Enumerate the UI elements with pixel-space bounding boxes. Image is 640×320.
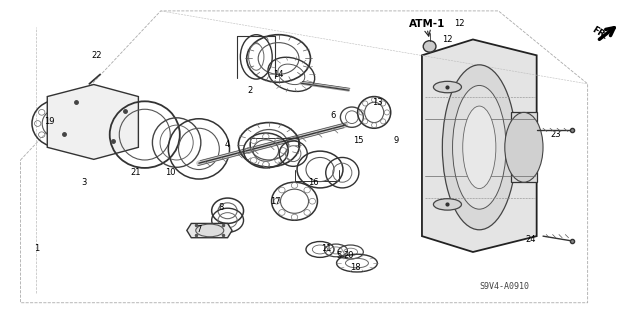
Text: 12: 12 — [454, 19, 464, 28]
Ellipse shape — [433, 199, 461, 210]
Ellipse shape — [433, 81, 461, 93]
Text: 24: 24 — [525, 235, 536, 244]
Text: 1: 1 — [34, 244, 39, 253]
Text: ATM-1: ATM-1 — [409, 19, 445, 28]
Text: 8: 8 — [218, 203, 224, 212]
Text: 22: 22 — [92, 51, 102, 60]
Polygon shape — [47, 84, 138, 159]
Text: 4: 4 — [225, 140, 230, 148]
Text: 16: 16 — [308, 178, 319, 187]
Polygon shape — [422, 39, 537, 252]
Ellipse shape — [452, 85, 506, 209]
Text: 13: 13 — [372, 99, 383, 108]
Ellipse shape — [423, 41, 436, 52]
Text: 18: 18 — [349, 263, 360, 272]
Text: 23: 23 — [550, 130, 561, 139]
Text: 7: 7 — [196, 225, 202, 234]
Text: S9V4-A0910: S9V4-A0910 — [480, 282, 530, 292]
Text: FR.: FR. — [589, 26, 609, 42]
Text: 15: 15 — [353, 136, 364, 146]
Text: 10: 10 — [165, 168, 175, 177]
Text: 19: 19 — [44, 117, 54, 126]
Text: 17: 17 — [270, 197, 281, 206]
Text: 11: 11 — [321, 244, 332, 253]
Text: 3: 3 — [81, 178, 87, 187]
Text: 20: 20 — [344, 251, 354, 260]
Text: 6: 6 — [330, 111, 335, 120]
Polygon shape — [187, 223, 232, 238]
Ellipse shape — [463, 106, 496, 188]
Text: 21: 21 — [130, 168, 140, 177]
Ellipse shape — [196, 224, 224, 237]
Ellipse shape — [442, 65, 516, 230]
Text: 9: 9 — [394, 136, 399, 146]
Text: 14: 14 — [273, 70, 284, 79]
Text: 2: 2 — [247, 86, 253, 95]
Text: 12: 12 — [442, 35, 452, 44]
Text: 5: 5 — [337, 251, 342, 260]
Ellipse shape — [505, 112, 543, 182]
Polygon shape — [511, 112, 537, 182]
